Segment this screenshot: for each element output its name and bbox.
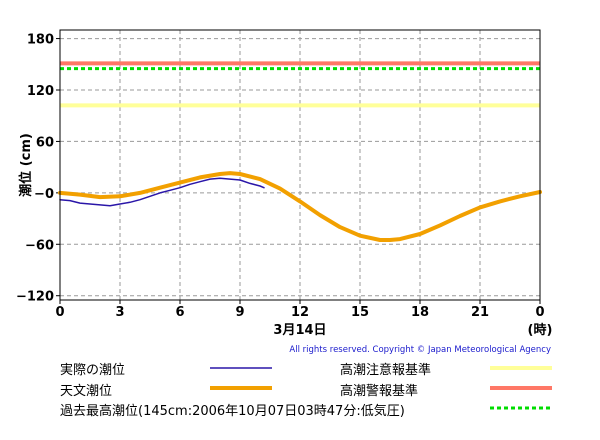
astronomical-tide-line [58,171,542,242]
y-tick-label: −120 [16,290,54,305]
x-tick-label: 0 [55,305,64,320]
legend-label-warning: 高潮警報基準 [340,384,419,399]
legend-label-record: 過去最高潮位(145cm:2006年10月07日03時47分:低気圧) [60,404,405,419]
x-tick-label: 3 [115,305,124,320]
x-tick-labels: 0 3 6 9 12 15 18 21 0 [55,305,544,320]
observed-tide-line [59,177,265,207]
y-tick-label: −0 [34,187,54,202]
plot-frame [59,29,541,301]
x-tick-label: 15 [351,305,369,320]
grid [56,30,541,304]
x-tick-label: 21 [471,305,489,320]
series-lines [58,171,542,242]
x-tick-label: 12 [291,305,309,320]
date-label: 3月14日 [273,323,326,338]
hour-unit-label: (時) [528,322,553,338]
y-tick-label: 60 [36,135,54,150]
y-tick-label: 180 [27,33,54,48]
x-tick-label: 6 [175,305,184,320]
copyright-text: All rights reserved. Copyright © Japan M… [289,345,551,355]
x-tick-label: 0 [535,305,544,320]
y-axis-label: 潮位 (cm) [18,133,34,197]
y-tick-label: 120 [27,84,54,99]
y-tick-labels: 180 120 60 −0 −60 −120 [16,33,54,305]
legend-label-advisory: 高潮注意報基準 [340,363,432,378]
y-tick-label: −60 [25,238,54,253]
reference-lines [60,61,540,108]
legend-label-astronomical: 天文潮位 [60,384,113,399]
legend-samples [210,366,552,410]
x-tick-label: 9 [235,305,244,320]
legend-label-observed: 実際の潮位 [60,363,126,378]
x-tick-label: 18 [411,305,429,320]
